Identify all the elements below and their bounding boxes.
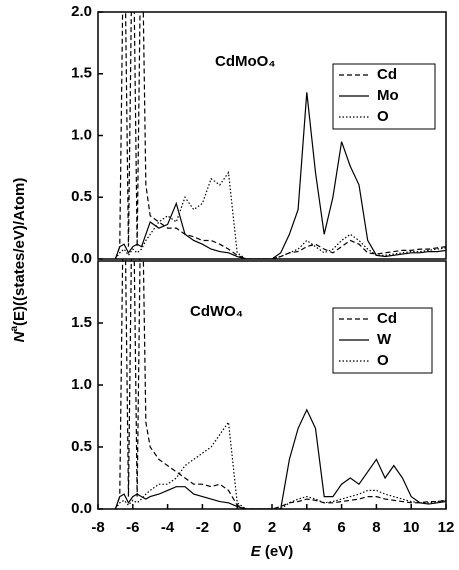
x-tick-label: -8 [91, 519, 104, 536]
panel-title: CdWO₄ [190, 303, 243, 320]
panel-title: CdMoO₄ [215, 53, 275, 70]
dos-line [114, 420, 446, 509]
dos-line [114, 170, 446, 259]
series-group [114, 259, 446, 509]
legend-label: O [377, 352, 389, 369]
x-tick-label: 2 [268, 519, 276, 536]
legend-label: Cd [377, 66, 397, 83]
x-tick-label: 8 [372, 519, 380, 536]
y-tick-label: 1.0 [71, 126, 92, 143]
y-tick-label: 1.0 [71, 376, 92, 393]
y-tick-label: 2.0 [71, 3, 92, 20]
x-tick-label: 10 [403, 519, 420, 536]
y-label-rest: (E)((states/eV)/Atom) [11, 178, 28, 326]
x-tick-label: -6 [126, 519, 139, 536]
y-tick-label: 1.5 [71, 314, 92, 331]
y-tick-label: 0.5 [71, 438, 92, 455]
x-label-e: E [251, 543, 262, 560]
legend-label: Mo [377, 87, 399, 104]
y-tick-label: 1.5 [71, 65, 92, 82]
plot-frame [97, 260, 447, 510]
y-tick-label: 0.5 [71, 188, 92, 205]
dos-line [114, 408, 446, 509]
legend-label: W [377, 331, 392, 348]
series-group [114, 12, 446, 259]
x-label-unit: (eV) [261, 543, 294, 560]
legend-label: Cd [377, 310, 397, 327]
y-tick-label: 0.0 [71, 500, 92, 517]
y-label-n: N [11, 330, 28, 342]
dos-line [114, 259, 446, 509]
dos-line [114, 12, 446, 259]
x-tick-label: 4 [303, 519, 312, 536]
x-tick-label: -2 [196, 519, 209, 536]
x-tick-label: -4 [161, 519, 175, 536]
dos-line [114, 92, 446, 259]
y-tick-label: 0.0 [71, 250, 92, 267]
x-tick-label: 12 [438, 519, 455, 536]
x-axis-label: E (eV) [251, 543, 294, 560]
x-tick-label: 6 [337, 519, 345, 536]
y-axis-label: Na(E)((states/eV)/Atom) [9, 178, 28, 343]
legend-label: O [377, 108, 389, 125]
y-label-sup: a [9, 326, 20, 332]
x-tick-label: 0 [233, 519, 241, 536]
